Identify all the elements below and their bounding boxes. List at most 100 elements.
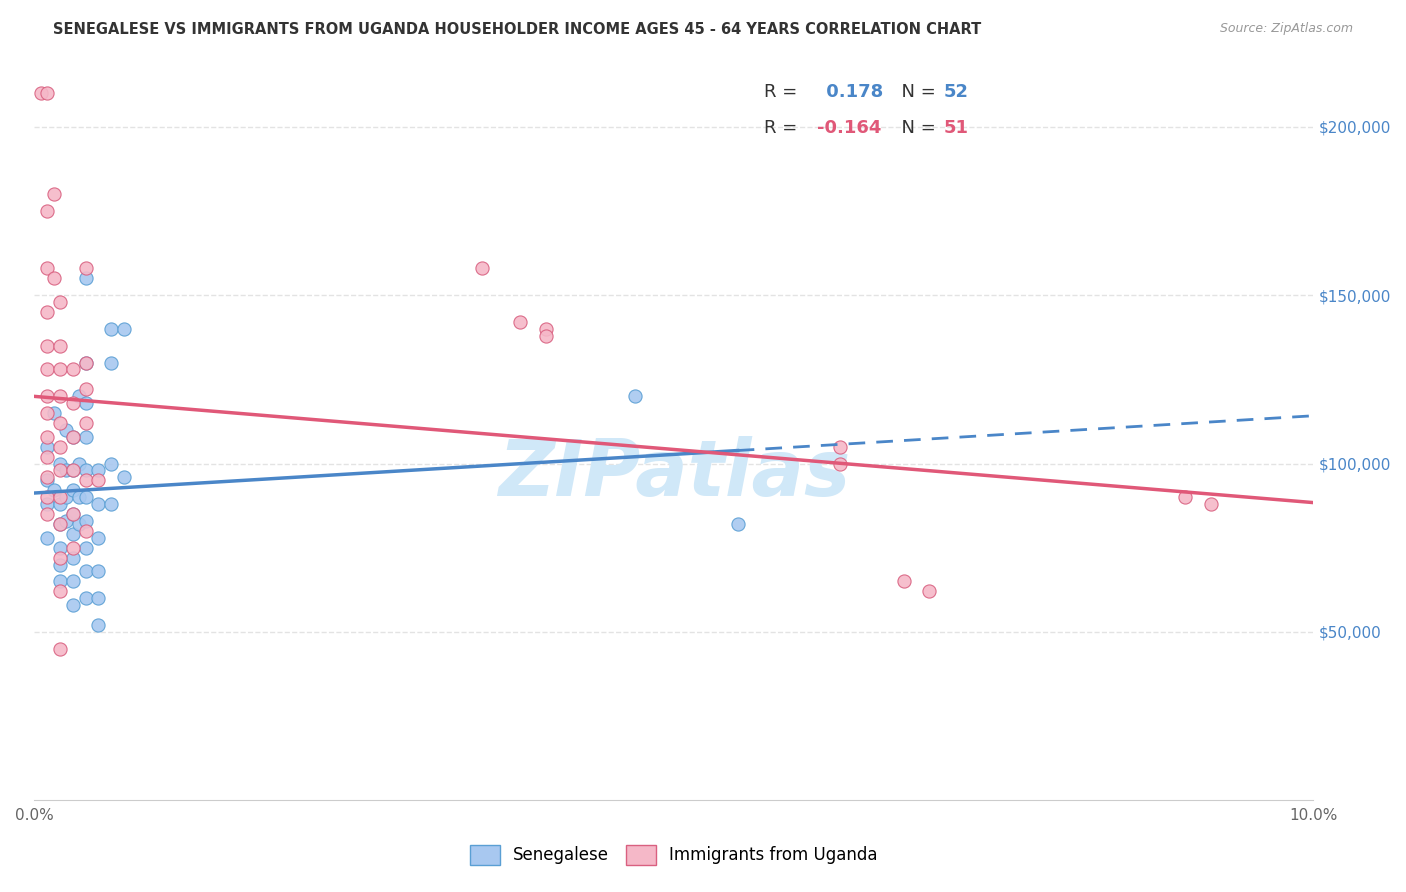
Point (49, 440, 72, 454)
Point (37, 406, 59, 420)
Point (62, 362, 84, 376)
Point (42, 483, 65, 498)
Point (55, 490, 77, 504)
Point (37, 339, 59, 353)
Text: Source: ZipAtlas.com: Source: ZipAtlas.com (1219, 22, 1353, 36)
Point (100, 355, 122, 369)
Point (55, 463, 77, 477)
Point (37, 204, 59, 219)
Point (37, 389, 59, 403)
Point (75, 271, 97, 285)
Point (49, 550, 72, 565)
Point (87, 497, 110, 511)
Text: R =: R = (763, 119, 803, 137)
Point (37, 261, 59, 276)
Point (62, 598, 84, 612)
Point (67, 389, 90, 403)
Point (49, 574, 72, 589)
Point (37, 474, 59, 488)
Point (67, 490, 90, 504)
Point (62, 550, 84, 565)
Point (37, 429, 59, 443)
Point (49, 584, 72, 599)
Point (87, 463, 110, 477)
Point (49, 295, 72, 310)
Point (49, 558, 72, 572)
Point (75, 524, 97, 538)
Point (75, 474, 97, 488)
Text: -0.164: -0.164 (817, 119, 882, 137)
Point (49, 517, 72, 532)
Point (37, 305, 59, 319)
Point (62, 463, 84, 477)
Point (509, 315, 531, 329)
Point (62, 463, 84, 477)
Point (55, 514, 77, 528)
Point (37, 497, 59, 511)
Point (49, 490, 72, 504)
Point (42, 406, 65, 420)
Point (112, 470, 135, 484)
Point (37, 507, 59, 521)
Point (62, 574, 84, 589)
Point (75, 396, 97, 410)
Point (30, 87, 52, 101)
Text: 52: 52 (943, 83, 969, 101)
Legend: Senegalese, Immigrants from Uganda: Senegalese, Immigrants from Uganda (461, 837, 886, 873)
Point (75, 591, 97, 606)
Text: N =: N = (890, 119, 942, 137)
Point (49, 416, 72, 430)
Text: 51: 51 (943, 119, 969, 137)
Point (471, 261, 494, 276)
Point (49, 362, 72, 376)
Point (534, 322, 557, 336)
Point (37, 362, 59, 376)
Point (1199, 497, 1222, 511)
Point (42, 187, 65, 202)
Point (100, 497, 122, 511)
Point (87, 591, 110, 606)
Point (55, 423, 77, 437)
Point (75, 541, 97, 555)
Point (62, 541, 84, 555)
Point (62, 429, 84, 443)
Point (87, 564, 110, 578)
Point (893, 574, 915, 589)
Point (75, 355, 97, 369)
Point (37, 531, 59, 545)
Point (75, 490, 97, 504)
Point (67, 517, 90, 532)
Point (75, 514, 97, 528)
Text: R =: R = (763, 83, 803, 101)
Point (75, 429, 97, 443)
Point (49, 463, 72, 477)
Text: 0.178: 0.178 (820, 83, 883, 101)
Point (49, 541, 72, 555)
Point (87, 618, 110, 632)
Point (828, 457, 851, 471)
Point (75, 463, 97, 477)
Point (75, 564, 97, 578)
Point (112, 322, 135, 336)
Point (828, 440, 851, 454)
Point (62, 483, 84, 498)
Point (37, 470, 59, 484)
Point (37, 87, 59, 101)
Point (75, 261, 97, 276)
Point (67, 457, 90, 471)
Point (49, 457, 72, 471)
Point (1174, 490, 1197, 504)
Point (62, 507, 84, 521)
Point (49, 641, 72, 656)
Point (75, 355, 97, 369)
Point (727, 517, 749, 532)
Point (87, 474, 110, 488)
Point (918, 584, 941, 599)
Point (49, 517, 72, 532)
Point (62, 527, 84, 541)
Point (534, 328, 557, 343)
Text: SENEGALESE VS IMMIGRANTS FROM UGANDA HOUSEHOLDER INCOME AGES 45 - 64 YEARS CORRE: SENEGALESE VS IMMIGRANTS FROM UGANDA HOU… (53, 22, 981, 37)
Point (75, 416, 97, 430)
Point (100, 457, 122, 471)
Point (42, 271, 65, 285)
